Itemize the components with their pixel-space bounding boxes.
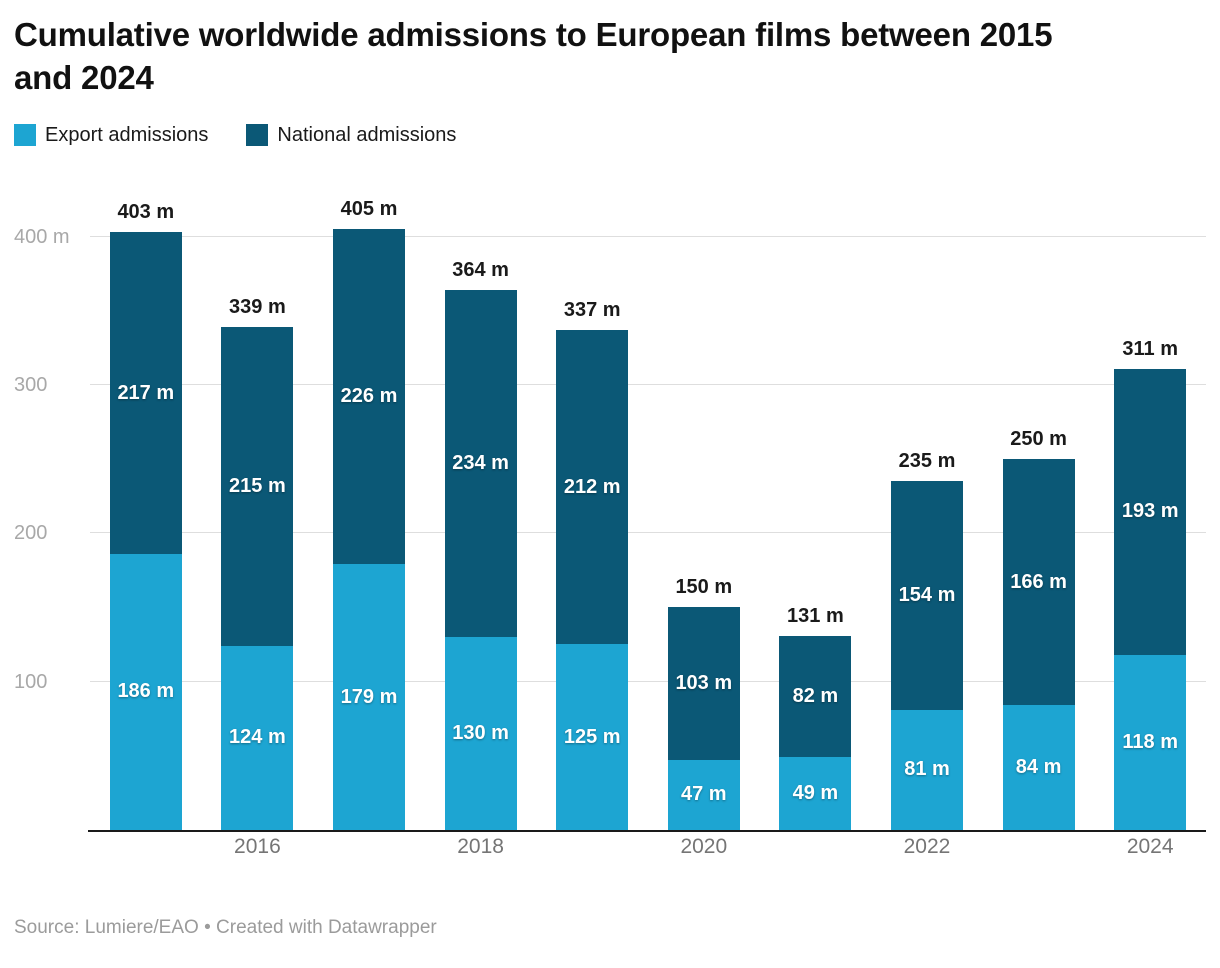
bar-value-label-national: 215 m	[229, 475, 286, 498]
bar-segment-export: 84 m	[1002, 705, 1075, 830]
bar-segment-export: 81 m	[891, 709, 963, 830]
bar-segment-national: 154 m	[891, 481, 963, 710]
bar-2016: 215 m 124 m	[221, 327, 294, 830]
y-axis-label: 100	[14, 670, 48, 693]
x-axis-baseline	[88, 829, 1206, 832]
bar-segment-national: 103 m	[667, 607, 740, 761]
bar-2021: 82 m 49 m	[779, 635, 852, 830]
legend-label-export: Export admissions	[45, 123, 209, 146]
bar-segment-national: 82 m	[779, 635, 852, 758]
bar-value-label-national: 154 m	[898, 584, 956, 607]
bar-segment-national: 166 m	[1002, 459, 1075, 706]
x-axis-label: 2020	[680, 834, 728, 858]
x-axis-label: 2024	[1126, 834, 1174, 858]
bar-2019: 212 m 125 m	[556, 330, 629, 830]
legend-swatch-national	[246, 124, 269, 147]
bar-value-label-national: 103 m	[675, 672, 733, 695]
bar-segment-national: 215 m	[221, 327, 294, 646]
x-axis-label: 2022	[903, 834, 951, 858]
legend-item-export-admissions: Export admissions	[14, 124, 208, 147]
bar-segment-national: 217 m	[109, 232, 182, 555]
bar-segment-national: 226 m	[333, 229, 405, 565]
legend-swatch-export	[14, 124, 36, 147]
bar-segment-national: 193 m	[1114, 368, 1187, 655]
bar-total-label: 405 m	[340, 198, 398, 221]
chart-title: Cumulative worldwide admissions to Europ…	[14, 16, 1053, 96]
bar-2024: 193 m 118 m	[1114, 368, 1187, 830]
bar-value-label-national: 234 m	[452, 452, 509, 475]
stacked-bar-chart: 100 200 300 400 m 217 m 186 m 403 m 215 m 124 m 3…	[14, 175, 1206, 875]
bar-value-label-export: 47 m	[681, 783, 727, 806]
legend-label-national: National admissions	[277, 123, 457, 146]
gridline	[90, 532, 1206, 534]
bar-value-label-national: 217 m	[117, 381, 175, 404]
bar-2018: 234 m 130 m	[444, 290, 517, 830]
bar-value-label-export: 118 m	[1122, 730, 1178, 753]
bar-2020: 103 m 47 m	[667, 607, 740, 830]
bar-segment-national: 234 m	[444, 290, 517, 638]
bar-value-label-national: 226 m	[340, 385, 398, 408]
bar-value-label-export: 179 m	[340, 685, 398, 708]
bar-total-label: 337 m	[563, 299, 621, 322]
y-axis-label: 200	[14, 522, 48, 545]
bar-value-label-export: 125 m	[563, 725, 621, 748]
bar-value-label-national: 193 m	[1121, 500, 1179, 523]
chart-legend: Export admissions National admissions	[14, 124, 1206, 147]
bar-total-label: 311 m	[1122, 337, 1178, 360]
bar-total-label: 250 m	[1010, 428, 1067, 451]
bar-total-label: 364 m	[452, 259, 509, 282]
bar-segment-national: 212 m	[556, 330, 629, 645]
gridline	[90, 235, 1206, 237]
bar-value-label-export: 124 m	[229, 726, 286, 749]
bar-2022: 154 m 81 m	[891, 481, 963, 830]
bar-segment-export: 179 m	[333, 564, 405, 830]
x-axis-label: 2016	[234, 834, 281, 858]
bar-2015: 217 m 186 m	[109, 232, 182, 830]
bar-value-label-national: 166 m	[1010, 570, 1067, 593]
y-axis-label: 300	[14, 374, 48, 397]
bar-value-label-export: 49 m	[792, 781, 839, 804]
bar-total-label: 235 m	[898, 450, 956, 473]
bar-segment-export: 118 m	[1114, 654, 1187, 830]
bar-2023: 166 m 84 m	[1002, 459, 1075, 830]
bar-segment-export: 125 m	[556, 644, 629, 830]
bar-value-label-national: 82 m	[792, 684, 839, 707]
gridline	[90, 384, 1206, 386]
bar-segment-export: 47 m	[667, 760, 740, 830]
bar-total-label: 403 m	[117, 201, 175, 224]
x-axis-label: 2018	[457, 834, 504, 858]
bar-value-label-national: 212 m	[563, 475, 621, 498]
bar-total-label: 339 m	[229, 296, 286, 319]
bar-segment-export: 130 m	[444, 637, 517, 830]
bar-value-label-export: 84 m	[1015, 756, 1062, 778]
legend-item-national-admissions: National admissions	[246, 124, 456, 147]
bar-segment-export: 49 m	[779, 757, 852, 830]
bar-total-label: 150 m	[675, 576, 733, 599]
y-axis-label: 400 m	[14, 225, 70, 248]
bar-total-label: 131 m	[787, 604, 844, 627]
bar-value-label-export: 186 m	[117, 680, 175, 703]
bar-2017: 226 m 179 m	[333, 229, 405, 830]
gridline	[90, 680, 1206, 682]
bar-value-label-export: 81 m	[904, 758, 950, 781]
source-attribution: Source: Lumiere/EAO • Created with Dataw…	[14, 916, 437, 938]
bar-segment-export: 186 m	[109, 554, 182, 830]
bar-value-label-export: 130 m	[452, 721, 509, 744]
bar-segment-export: 124 m	[221, 645, 294, 830]
